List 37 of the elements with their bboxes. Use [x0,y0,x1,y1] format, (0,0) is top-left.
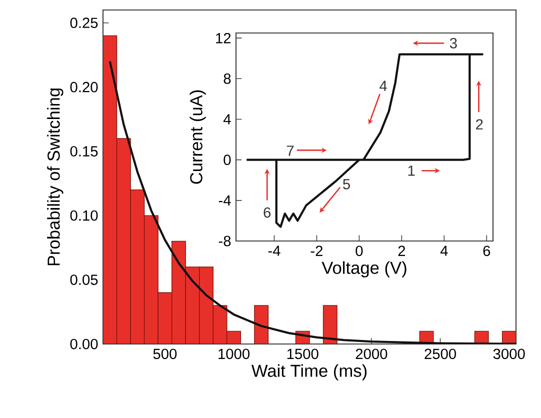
y-tick-label: 8 [224,73,231,84]
annotation: 2 [476,119,483,130]
y-tick-label: 0.25 [70,18,98,28]
annotation: 7 [286,146,294,156]
y-tick-label: 12 [216,32,231,44]
x-tick-label: 6 [483,246,490,256]
line-series [108,60,516,344]
y-tick-label: 0.05 [70,274,98,285]
x-tick-label: 500 [153,348,177,360]
y-tick-label: -8 [218,236,231,246]
x-tick-label: 4 [440,246,448,256]
x-tick-label: 1500 [287,348,318,360]
x-tick-label: 2000 [356,348,388,360]
y-axis-title: Current (uA) [190,90,206,184]
x-axis-title: Voltage (V) [322,261,406,278]
y-axis-title: Probability of Switching [47,88,64,266]
x-tick-label: 1000 [218,348,250,360]
y-tick-label: 0.15 [70,146,98,156]
y-tick-label: 0.10 [70,210,98,221]
x-tick-label: -2 [310,246,323,256]
x-tick-label: 0 [356,246,363,256]
x-tick-label: 3000 [493,348,525,360]
annotation: 4 [380,80,387,91]
x-tick-label: 2500 [424,348,456,360]
y-tick-label: 0 [224,154,231,166]
annotation: 3 [450,38,457,48]
annotation: 6 [264,207,271,218]
x-tick-label: 2 [398,246,406,256]
line-series [246,53,484,228]
y-tick-label: 4 [223,114,231,124]
annotation: 5 [343,179,350,190]
x-axis-title: Wait Time (ms) [251,364,367,380]
y-tick-label: 0.00 [70,338,98,350]
y-tick-label: -4 [218,195,231,206]
annotation: 1 [408,166,415,176]
x-tick-label: -4 [268,246,280,256]
y-tick-label: 0.20 [70,82,98,92]
